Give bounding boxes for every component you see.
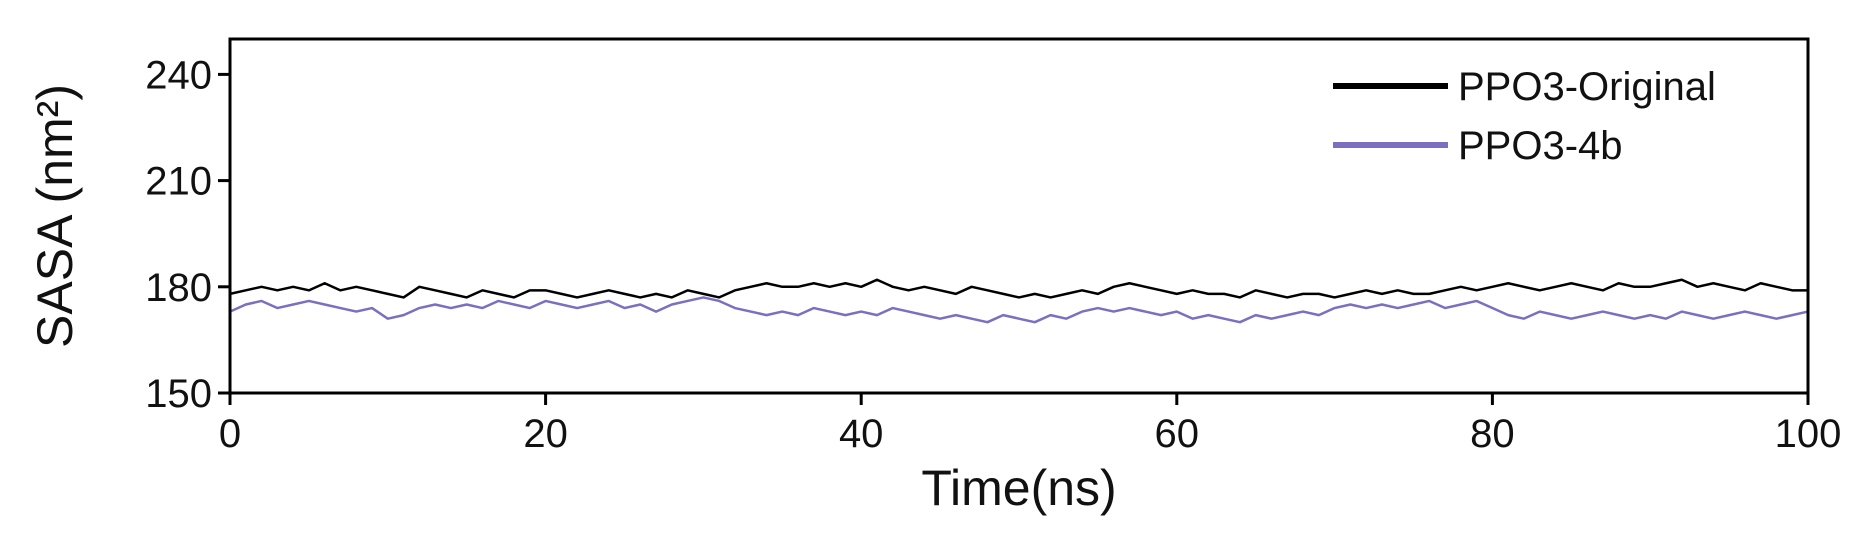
data-line xyxy=(229,296,1809,324)
plot-frame xyxy=(228,37,1810,395)
x-tick-label: 100 xyxy=(1775,412,1842,456)
x-tick-label: 80 xyxy=(1470,412,1515,456)
x-axis-label: Time(ns) xyxy=(921,460,1116,516)
y-tick-label: 150 xyxy=(145,372,212,416)
data-line xyxy=(229,278,1808,299)
y-tick-label: 240 xyxy=(145,53,212,97)
y-tick-label: 210 xyxy=(145,160,212,204)
y-axis-label: SASA (nm²) xyxy=(27,84,83,348)
x-tick-label: 0 xyxy=(219,412,241,456)
legend-label: PPO3-Original xyxy=(1458,65,1716,109)
x-tick-label: 40 xyxy=(839,412,884,456)
x-tick-label: 60 xyxy=(1155,412,1200,456)
y-tick-label: 180 xyxy=(145,266,212,310)
legend-label: PPO3-4b xyxy=(1458,124,1623,168)
x-tick-label: 20 xyxy=(523,412,568,456)
